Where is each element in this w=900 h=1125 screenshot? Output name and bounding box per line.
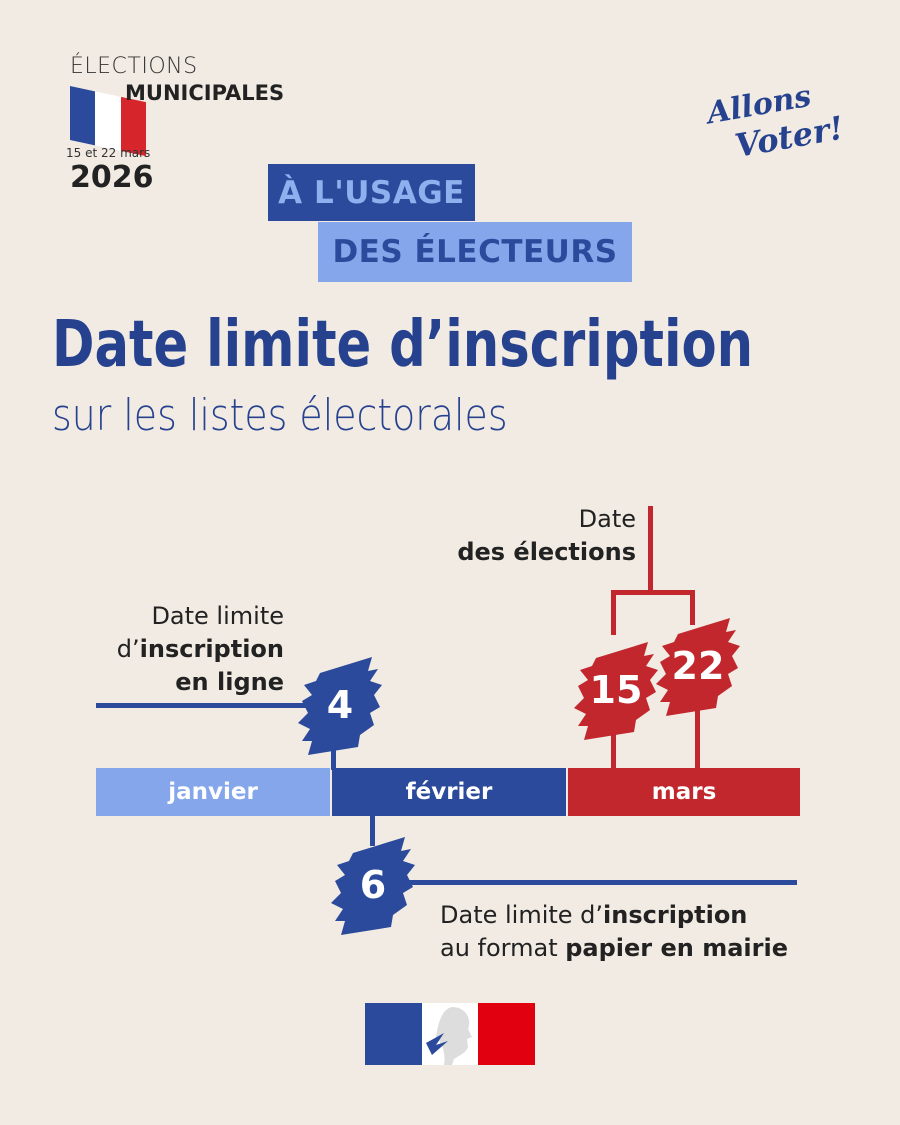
day-badge-6: 6 xyxy=(331,835,415,935)
online-line3-bold: en ligne xyxy=(175,668,284,696)
paper-line1-bold: inscription xyxy=(603,901,748,929)
month-fevrier: février xyxy=(332,768,566,816)
day-22-text: 22 xyxy=(671,644,725,688)
online-deadline-label: Date limite d’inscription en ligne xyxy=(117,600,284,699)
day-badge-15: 15 xyxy=(574,640,658,740)
page-title: Date limite d’inscription xyxy=(52,308,754,382)
paper-line1-prefix: Date limite d’ xyxy=(440,901,604,929)
online-connector-line xyxy=(96,703,306,708)
day-badge-22: 22 xyxy=(656,616,740,716)
page-subtitle: sur les listes électorales xyxy=(52,390,508,441)
day-4-text: 4 xyxy=(326,683,354,727)
online-stem-line xyxy=(331,740,336,770)
election-year: 2026 xyxy=(70,160,154,195)
marianne-logo xyxy=(365,1003,536,1065)
paper-connector-line xyxy=(405,880,797,885)
paper-stem-line xyxy=(370,816,375,846)
electeurs-badge: DES ÉLECTEURS xyxy=(318,222,632,282)
paper-deadline-label: Date limite d’inscription au format papi… xyxy=(440,899,788,965)
elections-bracket-line xyxy=(611,590,695,595)
elections-label: ÉLECTIONS xyxy=(70,54,198,79)
allons-voter-logo: Allons Voter! xyxy=(705,79,845,165)
paper-line2-prefix: au format xyxy=(440,934,566,962)
elections-line2-bold: des élections xyxy=(457,538,636,566)
online-line2-prefix: d’ xyxy=(116,635,140,663)
elections-label-text: Date des élections xyxy=(457,503,636,569)
stem-15-line xyxy=(611,730,616,770)
elections-bracket-right xyxy=(690,590,695,625)
paper-line2-bold: papier en mairie xyxy=(565,934,788,962)
online-line1: Date limite xyxy=(151,602,284,630)
elections-bracket-left xyxy=(611,590,616,635)
month-mars: mars xyxy=(568,768,800,816)
stem-22-line xyxy=(695,705,700,770)
online-line2-bold: inscription xyxy=(139,635,284,663)
day-15-text: 15 xyxy=(589,668,643,712)
month-janvier: janvier xyxy=(96,768,330,816)
day-6-text: 6 xyxy=(359,863,387,907)
elections-main-line xyxy=(648,506,653,594)
marianne-profile-icon xyxy=(421,1003,479,1065)
municipales-label: MUNICIPALES xyxy=(125,81,285,105)
elections-line1: Date xyxy=(578,505,636,533)
election-dates: 15 et 22 mars xyxy=(66,146,151,160)
day-badge-4: 4 xyxy=(298,655,382,755)
usage-badge: À L'USAGE xyxy=(268,164,475,221)
